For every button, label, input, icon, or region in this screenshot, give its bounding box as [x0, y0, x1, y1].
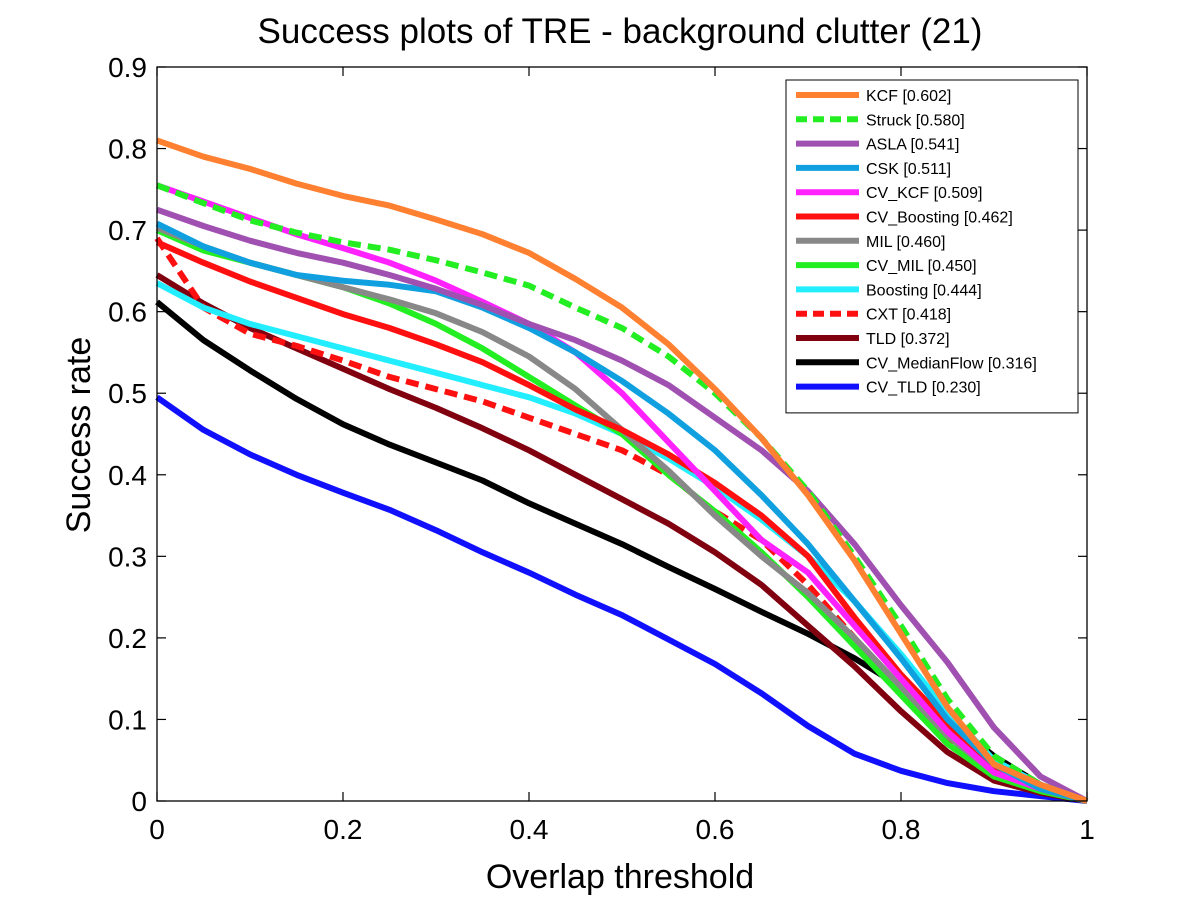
chart-title: Success plots of TRE - background clutte… [258, 12, 983, 51]
y-tick-label: 0.7 [108, 215, 147, 246]
legend-label: CXT [0.418] [866, 307, 951, 324]
series-line-cv-tld [155, 394, 1088, 804]
series-line-cv-boosting [155, 239, 1088, 804]
axis-ticks: 0 0.2 0.4 0.6 0.8 1 0 0.1 0.2 0.3 0.4 0.5 0.6 0.7 0.8 0… [108, 52, 1095, 845]
y-axis-label: Success rate [60, 337, 98, 534]
series-line-csk [155, 220, 1088, 804]
legend-label: MIL [0.460] [866, 234, 945, 251]
x-tick-label: 0.8 [882, 814, 921, 845]
legend-label: KCF [0.602] [866, 88, 951, 105]
y-tick-label: 0.5 [108, 378, 147, 409]
series-line-struck [155, 182, 1088, 804]
y-tick-label: 0.9 [108, 52, 147, 83]
series-line-tld [155, 272, 1088, 804]
legend-box [785, 79, 1079, 414]
legend-label: Boosting [0.444] [866, 282, 982, 299]
x-tick-label: 1 [1079, 814, 1095, 845]
legend-label: Struck [0.580] [866, 112, 965, 129]
y-tick-label: 0.6 [108, 297, 147, 328]
x-tick-label: 0.2 [324, 814, 363, 845]
legend-label: CV_TLD [0.230] [866, 380, 981, 397]
legend-label: CV_MedianFlow [0.316] [866, 355, 1037, 372]
y-tick-label: 0 [131, 786, 147, 817]
legend-label: CV_KCF [0.509] [866, 185, 983, 202]
x-tick-label: 0 [149, 814, 165, 845]
legend-label: CV_MIL [0.450] [866, 258, 977, 275]
x-tick-label: 0.4 [510, 814, 549, 845]
y-tick-label: 0.1 [108, 704, 147, 735]
series-line-asla [156, 206, 1089, 804]
legend-label: CV_Boosting [0.462] [866, 210, 1013, 227]
y-tick-label: 0.4 [108, 460, 147, 491]
series-line-kcf [156, 137, 1088, 804]
plot-frame [156, 66, 1088, 802]
series-lines [154, 137, 1089, 804]
legend: KCF [0.602] Struck [0.580] ASLA [0.541] CSK… [785, 79, 1079, 414]
y-tick-label: 0.2 [108, 623, 147, 654]
y-tick-label: 0.8 [108, 134, 147, 165]
legend-label: CSK [0.511] [866, 161, 951, 178]
x-axis-label: Overlap threshold [486, 858, 754, 896]
y-tick-label: 0.3 [108, 541, 147, 572]
x-tick-label: 0.6 [696, 814, 735, 845]
legend-label: ASLA [0.541] [866, 137, 959, 154]
legend-label: TLD [0.372] [866, 331, 950, 348]
